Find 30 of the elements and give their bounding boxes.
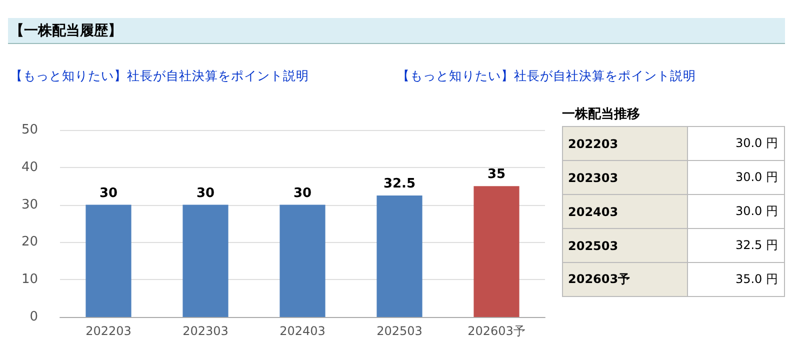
x-tick-label: 202303 — [182, 324, 228, 338]
x-tick-label: 202503 — [376, 324, 422, 338]
y-tick-label: 30 — [21, 197, 38, 212]
text: 【もっと知りたい】社長が自社決算をポイント説明 — [397, 68, 696, 85]
y-tick-label: 40 — [21, 160, 38, 175]
category-label: 202603予 — [568, 272, 630, 286]
text: 一株配当推移 — [562, 106, 641, 124]
category-label: 202303 — [568, 170, 618, 184]
category-label: 202203 — [568, 136, 618, 150]
y-tick-label: 50 — [21, 122, 38, 138]
text: 【もっと知りたい】社長が自社決算をポイント説明 — [10, 68, 309, 85]
category-label: 202403 — [568, 204, 618, 218]
x-tick-label: 202603予 — [468, 324, 526, 338]
y-tick-label: 10 — [21, 272, 38, 288]
text: 30.0 円 — [688, 160, 784, 194]
x-tick-label: 202403 — [280, 324, 326, 338]
text: 35.0 円 — [688, 262, 784, 296]
text: 30.0 円 — [688, 126, 784, 160]
data-label: 35 — [487, 167, 506, 182]
x-tick-label: 202203 — [86, 324, 132, 338]
text: 32.5 円 — [688, 228, 784, 262]
category-label: 202503 — [568, 238, 618, 252]
data-label: 30 — [99, 186, 118, 201]
chart-title: 【一株配当履歴】 — [8, 18, 785, 44]
data-label: 30 — [196, 186, 215, 201]
data-label: 32.5 — [383, 176, 416, 192]
data-label: 30 — [293, 186, 312, 201]
y-tick-label: 20 — [21, 234, 38, 250]
y-tick-label: 0 — [30, 310, 38, 324]
text: 30.0 円 — [688, 194, 784, 228]
